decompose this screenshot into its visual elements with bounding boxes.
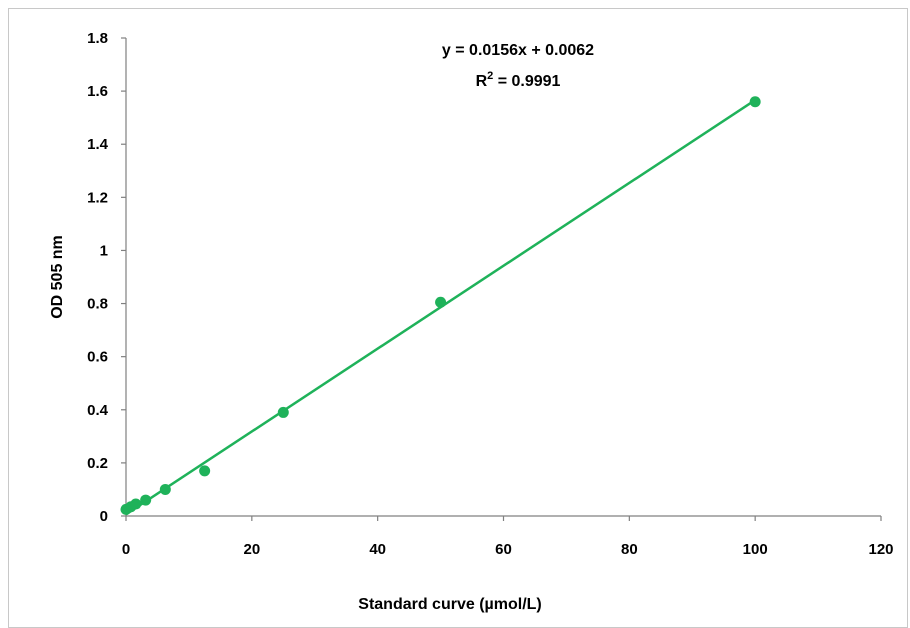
x-tick-label: 100 xyxy=(743,541,768,558)
axes xyxy=(121,37,882,521)
data-points xyxy=(120,96,761,515)
x-tick-label: 40 xyxy=(369,541,386,558)
data-point xyxy=(130,498,142,510)
r-squared-label: R2 = 0.9991 xyxy=(476,70,561,90)
data-point xyxy=(140,494,152,506)
x-tick-label: 120 xyxy=(868,541,893,558)
chart-frame xyxy=(8,8,908,628)
y-tick-label: 1.2 xyxy=(87,189,108,206)
trendline-equation: y = 0.0156x + 0.0062 xyxy=(442,42,594,59)
y-tick-label: 0 xyxy=(100,508,108,525)
data-point xyxy=(277,406,289,418)
r-squared-superscript: 2 xyxy=(487,70,493,82)
y-tick-label: 0.6 xyxy=(87,349,108,366)
data-point xyxy=(199,465,211,477)
data-point xyxy=(435,296,447,308)
tick-labels: 0 0.2 0.4 0.6 0.8 1 1.2 1.4 1.6 1.8 0 20 40 60 80 100 12… xyxy=(87,30,893,558)
x-tick-label: 20 xyxy=(243,541,260,558)
y-tick-label: 0.4 xyxy=(87,402,109,419)
x-axis-title: Standard curve (µmol/L) xyxy=(358,596,541,613)
data-point xyxy=(159,483,171,495)
y-tick-label: 1.8 xyxy=(87,30,108,47)
r-squared-value: = 0.9991 xyxy=(493,73,560,90)
y-axis-title: OD 505 nm xyxy=(49,235,66,319)
x-tick-label: 60 xyxy=(495,541,512,558)
y-tick-label: 1 xyxy=(100,242,108,259)
y-tick-label: 1.4 xyxy=(87,136,109,153)
data-point xyxy=(749,96,761,108)
y-tick-label: 0.2 xyxy=(87,455,108,472)
y-tick-label: 0.8 xyxy=(87,296,108,313)
x-tick-label: 0 xyxy=(122,541,130,558)
y-tick-label: 1.6 xyxy=(87,83,108,100)
r-squared-prefix: R xyxy=(476,73,488,90)
x-tick-label: 80 xyxy=(621,541,638,558)
